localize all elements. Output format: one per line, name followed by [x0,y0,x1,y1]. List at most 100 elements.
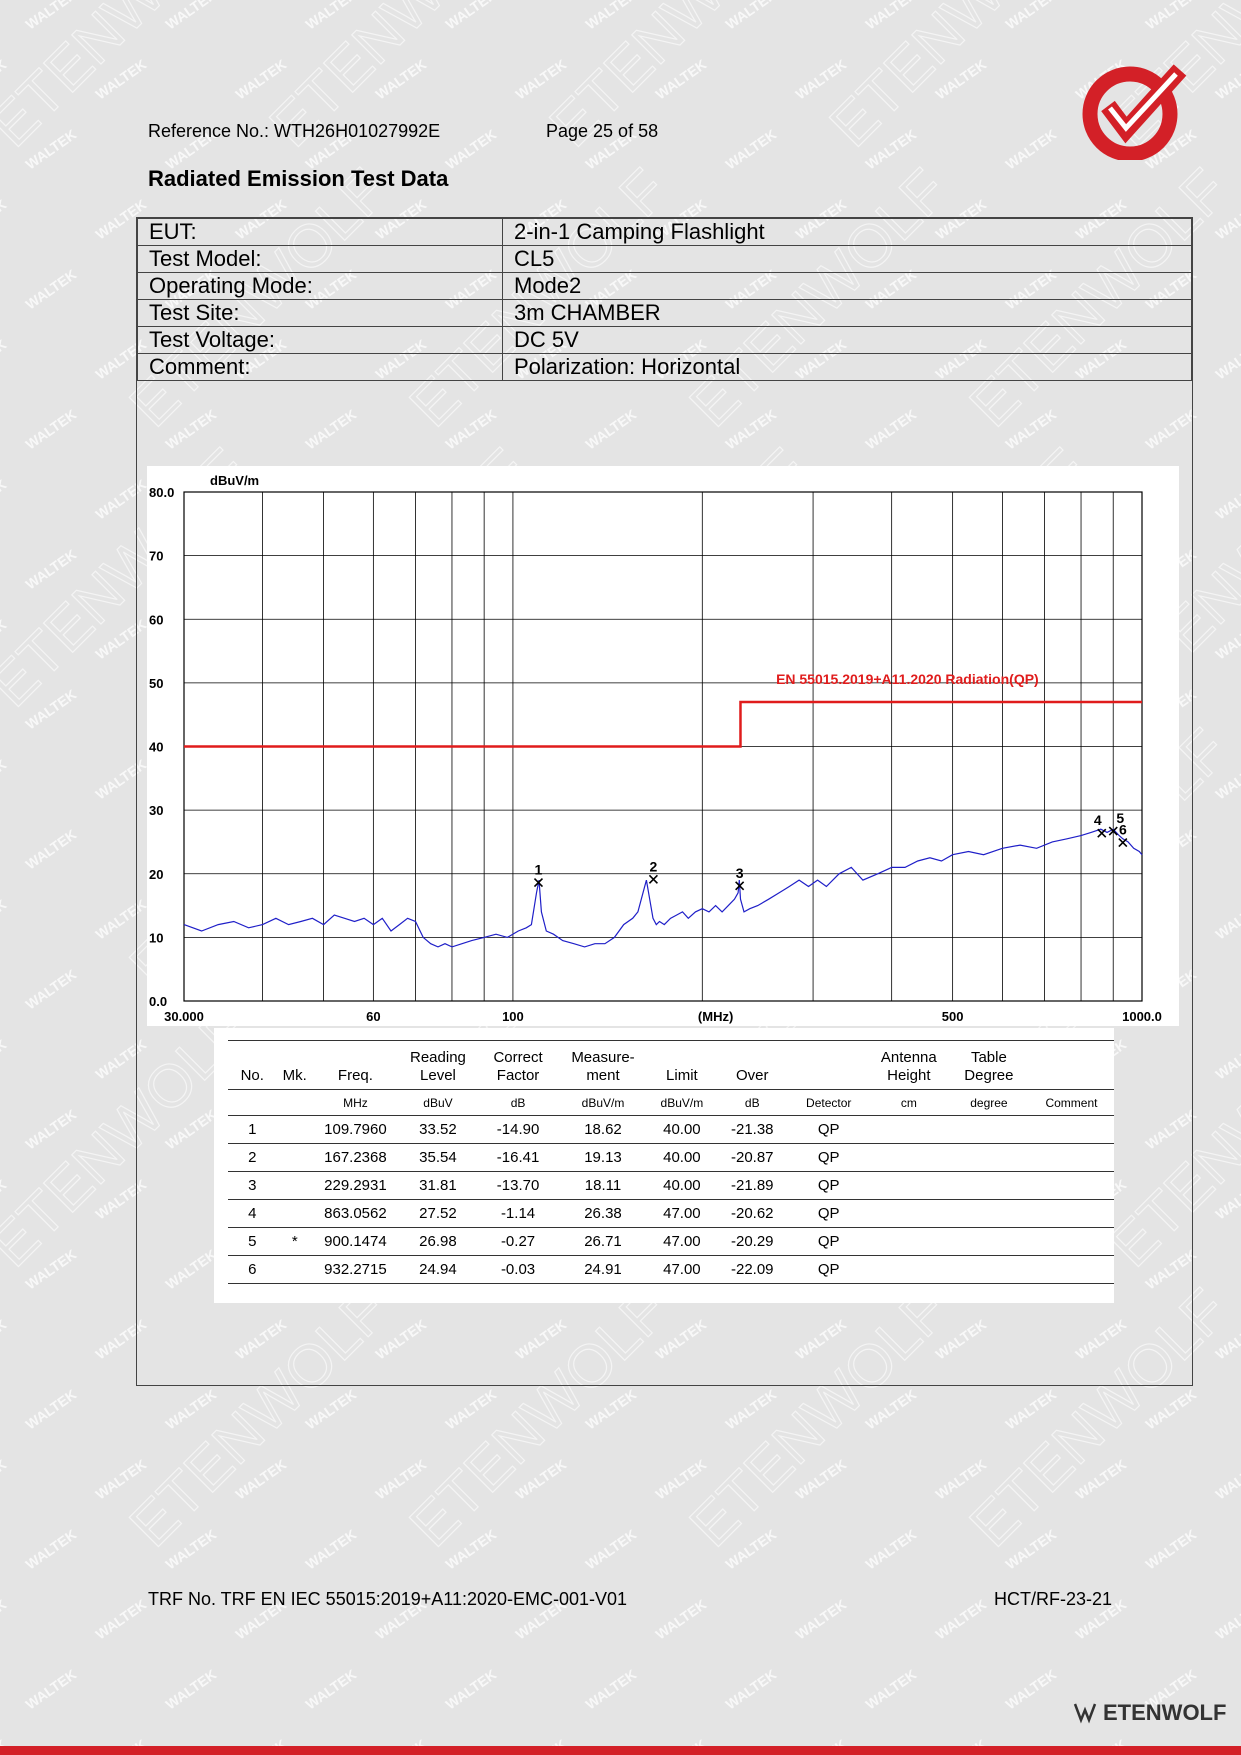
marker-point [648,874,658,884]
unit-header: dBuV [397,1089,478,1116]
info-row: Test Voltage: DC 5V [137,326,1192,354]
info-value: DC 5V [502,326,1192,354]
watermark-text: WALTEK [1143,1386,1200,1432]
table-header-row: No. Mk. Freq. Reading Level Correct Factor Me… [228,1040,1114,1090]
test-data-frame: EUT: 2-in-1 Camping Flashlight Test Mode… [136,217,1193,1386]
table-cell [1028,1115,1114,1144]
watermark-text: WALTEK [863,0,920,32]
reference-number: Reference No.: WTH26H01027992E [148,121,441,141]
info-key: Test Voltage: [137,326,503,354]
table-cell: 26.98 [397,1227,478,1256]
table-cell [1028,1171,1114,1200]
unit-header: Detector [788,1089,869,1116]
watermark-text: WALTEK [1213,1596,1241,1642]
watermark-text: WALTEK [653,1596,710,1642]
table-row: 4 863.0562 27.52 -1.14 26.38 47.00 -20.62 QP [228,1199,1114,1228]
test-info-table: EUT: 2-in-1 Camping Flashlight Test Mode… [137,218,1192,381]
watermark-text: WALTEK [933,56,990,102]
table-cell: QP [788,1115,869,1144]
watermark-text: WALTEK [1213,476,1241,522]
table-cell: -16.41 [478,1143,559,1172]
page-title: Radiated Emission Test Data [148,166,449,191]
marker-label: 4 [1094,812,1102,828]
table-cell: QP [788,1171,869,1200]
company-logo-icon [1082,64,1187,160]
table-cell: 900.1474 [312,1227,398,1256]
watermark-text: WALTEK [0,56,9,102]
measurement-table: No. Mk. Freq. Reading Level Correct Factor Me… [228,1040,1114,1284]
watermark-text: WALTEK [1003,1386,1060,1432]
info-row: Test Site: 3m CHAMBER [137,299,1192,327]
watermark-text: WALTEK [1213,1316,1241,1362]
watermark-text: WALTEK [233,1456,290,1502]
watermark-text: WALTEK [443,126,500,172]
table-cell: 35.54 [397,1143,478,1172]
watermark-text: WALTEK [443,0,500,32]
table-cell: 31.81 [397,1171,478,1200]
watermark-text: WALTEK [863,1386,920,1432]
watermark-text: WALTEK [443,1386,500,1432]
watermark-text: WALTEK [1143,1526,1200,1572]
table-cell [1028,1255,1114,1284]
y-tick-label: 70 [149,549,163,564]
table-cell [276,1255,313,1284]
table-cell: QP [788,1143,869,1172]
info-value: 2-in-1 Camping Flashlight [502,218,1192,246]
info-row: Test Model: CL5 [137,245,1192,273]
table-cell: * [276,1227,313,1256]
watermark-text: WALTEK [1213,1176,1241,1222]
watermark-text: WALTEK [863,1666,920,1712]
table-cell: 18.62 [558,1115,648,1144]
watermark-text: WALTEK [23,1666,80,1712]
table-cell: 6 [228,1255,277,1284]
table-cell: 47.00 [647,1227,716,1256]
unit-header: MHz [312,1089,398,1116]
watermark-text: WALTEK [233,56,290,102]
y-tick-label: 40 [149,740,163,755]
page-number: Page 25 of 58 [546,121,659,141]
table-cell [868,1171,949,1200]
unit-header: dB [715,1089,789,1116]
watermark-text: WALTEK [0,1036,9,1082]
info-row: Operating Mode: Mode2 [137,272,1192,300]
table-cell [276,1143,313,1172]
watermark-text: WALTEK [1213,196,1241,242]
watermark-text: WALTEK [163,1386,220,1432]
watermark-text: WALTEK [443,1526,500,1572]
table-row: 1 109.7960 33.52 -14.90 18.62 40.00 -21.38 QP [228,1115,1114,1144]
table-cell: 5 [228,1227,277,1256]
table-unit-row: MHz dBuV dB dBuV/m dBuV/m dB Detector cm degree C… [228,1089,1114,1116]
watermark-text: WALTEK [723,126,780,172]
table-cell: 47.00 [647,1255,716,1284]
table-cell [948,1255,1029,1284]
y-tick-label: 60 [149,612,163,627]
watermark-text: WALTEK [23,1386,80,1432]
table-cell: 229.2931 [312,1171,398,1200]
watermark-text: WALTEK [373,1456,430,1502]
table-cell [1028,1143,1114,1172]
y-tick-label: 80.0 [149,485,174,500]
watermark-text: WALTEK [23,826,80,872]
table-cell: 40.00 [647,1115,716,1144]
info-row: EUT: 2-in-1 Camping Flashlight [137,218,1192,246]
unit-header [276,1089,313,1116]
watermark-text: WALTEK [793,1596,850,1642]
table-cell [948,1143,1029,1172]
table-cell: 19.13 [558,1143,648,1172]
watermark-text: WALTEK [23,686,80,732]
watermark-text: WALTEK [23,266,80,312]
table-cell: QP [788,1255,869,1284]
table-cell [868,1199,949,1228]
table-cell: -22.09 [715,1255,789,1284]
table-cell: 863.0562 [312,1199,398,1228]
watermark-text: WALTEK [1213,896,1241,942]
watermark-text: WALTEK [93,1456,150,1502]
table-cell [1028,1227,1114,1256]
table-cell [948,1227,1029,1256]
watermark-text: WALTEK [793,56,850,102]
unit-header [228,1089,277,1116]
table-cell [868,1115,949,1144]
x-axis-label: (MHz) [698,1009,733,1024]
table-cell: -13.70 [478,1171,559,1200]
column-header: Measure-ment [558,1040,648,1090]
